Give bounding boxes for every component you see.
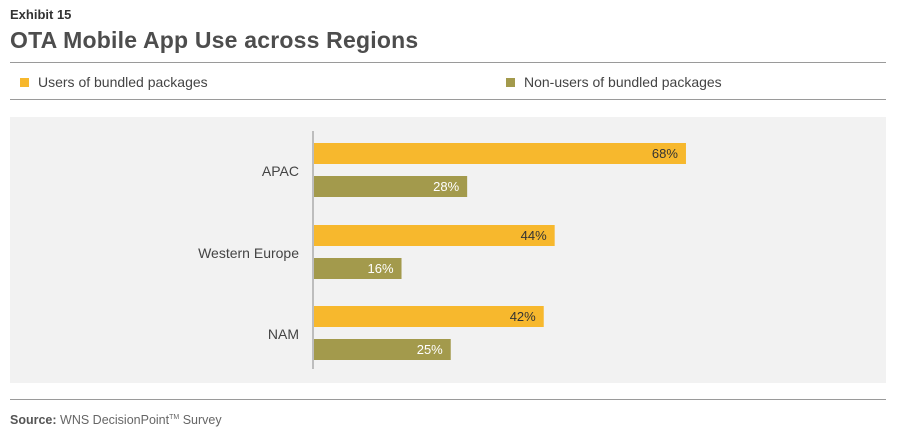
users-swatch-icon xyxy=(20,77,29,87)
users-bar xyxy=(314,225,555,246)
chart-title: OTA Mobile App Use across Regions xyxy=(10,27,419,53)
trademark-mark: TM xyxy=(169,413,180,421)
bar-value-label: 16% xyxy=(367,261,393,276)
source-suffix: Survey xyxy=(182,413,222,427)
legend-label-nonusers: Non-users of bundled packages xyxy=(524,74,722,90)
legend-label-users: Users of bundled packages xyxy=(38,74,208,90)
source-label: Source: xyxy=(10,413,57,427)
category-label: Western Europe xyxy=(198,245,299,261)
exhibit-number: Exhibit 15 xyxy=(10,7,72,22)
nonusers-bar xyxy=(314,176,468,197)
bar-value-label: 28% xyxy=(433,179,459,194)
source-note: Source: WNS DecisionPointTM Survey xyxy=(10,413,222,427)
bottom-divider xyxy=(10,399,886,400)
legend-item-users: Users of bundled packages xyxy=(20,74,208,90)
nonusers-bar xyxy=(314,339,451,360)
bar-value-label: 42% xyxy=(510,309,536,324)
users-bar xyxy=(314,143,686,164)
legend-item-nonusers: Non-users of bundled packages xyxy=(506,74,722,90)
nonusers-bar xyxy=(314,258,402,279)
bar-value-label: 68% xyxy=(652,146,678,161)
category-label: APAC xyxy=(262,163,299,179)
bar-value-label: 25% xyxy=(417,342,443,357)
bar-value-label: 44% xyxy=(521,228,547,243)
plot-area: APAC 68% 28% Western Europe 44% 16% NAM 42% 25% xyxy=(10,117,886,383)
bar-chart: APAC 68% 28% Western Europe 44% 16% NAM 42% 25% xyxy=(198,131,686,369)
nonusers-swatch-icon xyxy=(506,77,515,87)
category-label: NAM xyxy=(268,326,299,342)
top-divider xyxy=(10,62,886,63)
legend-divider xyxy=(10,99,886,100)
users-bar xyxy=(314,306,544,327)
source-text: WNS DecisionPoint xyxy=(60,413,170,427)
